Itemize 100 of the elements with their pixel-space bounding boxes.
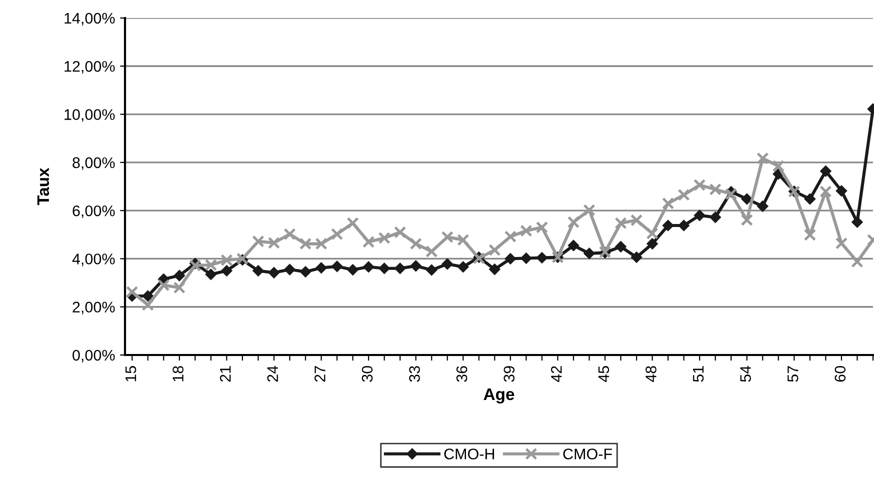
point bbox=[740, 214, 753, 226]
point bbox=[457, 234, 470, 246]
x-tick-label: 48 bbox=[646, 366, 656, 382]
point bbox=[268, 236, 280, 249]
point bbox=[835, 237, 848, 250]
y-tick-label: 0,00% bbox=[72, 350, 115, 362]
point bbox=[284, 264, 296, 276]
point bbox=[852, 216, 863, 228]
point bbox=[725, 188, 738, 200]
point bbox=[362, 236, 375, 248]
point bbox=[268, 267, 280, 278]
point bbox=[804, 228, 816, 241]
legend-label: CMO-H bbox=[444, 448, 494, 460]
point bbox=[678, 220, 690, 232]
point bbox=[220, 254, 233, 266]
point bbox=[504, 253, 516, 264]
x-tick-label: 57 bbox=[788, 366, 798, 382]
point bbox=[488, 244, 501, 256]
point bbox=[615, 241, 626, 252]
point bbox=[489, 264, 500, 275]
x-tick-label: 18 bbox=[172, 366, 184, 382]
point bbox=[583, 204, 596, 216]
point bbox=[520, 252, 532, 264]
point bbox=[126, 286, 138, 298]
point bbox=[741, 193, 752, 205]
y-tick-label: 4,00% bbox=[72, 254, 115, 266]
y-tick-label: 12,00% bbox=[64, 61, 115, 74]
x-tick-label: 54 bbox=[740, 366, 751, 382]
point bbox=[299, 238, 312, 250]
point bbox=[221, 265, 232, 276]
y-axis-title: Taux bbox=[37, 168, 50, 206]
x-tick-label: 15 bbox=[126, 366, 136, 382]
point bbox=[394, 226, 406, 238]
point bbox=[820, 165, 832, 177]
point bbox=[252, 235, 264, 248]
point bbox=[678, 188, 690, 202]
point bbox=[173, 281, 186, 294]
x-tick-label: 33 bbox=[409, 366, 420, 382]
x-tick-label: 45 bbox=[598, 366, 610, 382]
point bbox=[693, 178, 706, 192]
point bbox=[820, 185, 832, 198]
point bbox=[568, 240, 580, 252]
point bbox=[189, 259, 202, 272]
point bbox=[772, 160, 785, 172]
point bbox=[646, 238, 658, 250]
point bbox=[504, 230, 517, 243]
point bbox=[584, 248, 595, 260]
point bbox=[442, 258, 453, 270]
point bbox=[174, 270, 185, 282]
point bbox=[836, 185, 848, 196]
point bbox=[378, 262, 390, 274]
x-tick-label: 60 bbox=[834, 366, 846, 382]
y-tick-label: 10,00% bbox=[64, 109, 115, 122]
point bbox=[300, 266, 312, 278]
point bbox=[330, 228, 344, 240]
point bbox=[536, 252, 548, 264]
x-tick-label: 36 bbox=[456, 366, 468, 382]
x-tick-label: 51 bbox=[693, 366, 704, 382]
x-tick-label: 27 bbox=[314, 366, 326, 382]
x-tick-label: 21 bbox=[220, 366, 231, 382]
point bbox=[426, 264, 438, 276]
point bbox=[315, 238, 328, 250]
point bbox=[346, 216, 359, 230]
point bbox=[205, 268, 217, 280]
point bbox=[284, 228, 296, 240]
point bbox=[710, 212, 721, 223]
x-tick-label: 30 bbox=[362, 366, 373, 382]
point bbox=[630, 214, 643, 226]
point bbox=[252, 265, 264, 276]
point bbox=[347, 264, 358, 276]
point bbox=[458, 261, 469, 273]
point bbox=[662, 220, 674, 232]
point bbox=[614, 216, 627, 230]
point bbox=[804, 193, 816, 205]
point bbox=[536, 221, 548, 234]
y-tick-label: 8,00% bbox=[72, 157, 115, 170]
point bbox=[426, 245, 438, 258]
point bbox=[630, 252, 642, 263]
y-tick-label: 14,00% bbox=[64, 12, 115, 26]
x-tick-label: 39 bbox=[504, 366, 515, 382]
point bbox=[394, 262, 406, 274]
point bbox=[757, 200, 768, 212]
point bbox=[441, 230, 454, 244]
legend-label: CMO-F bbox=[563, 448, 612, 460]
x-tick-label: 42 bbox=[551, 366, 562, 382]
point bbox=[331, 260, 343, 272]
point bbox=[142, 290, 154, 302]
point bbox=[646, 227, 658, 240]
y-tick-label: 6,00% bbox=[72, 205, 115, 218]
point bbox=[567, 216, 580, 228]
point bbox=[410, 238, 422, 250]
point bbox=[204, 258, 218, 272]
point bbox=[662, 197, 674, 210]
point bbox=[362, 261, 374, 273]
x-tick-label: 24 bbox=[267, 366, 278, 382]
point bbox=[158, 279, 170, 292]
point bbox=[694, 210, 706, 221]
point bbox=[378, 232, 390, 244]
y-tick-label: 2,00% bbox=[72, 302, 115, 314]
point bbox=[142, 298, 154, 312]
